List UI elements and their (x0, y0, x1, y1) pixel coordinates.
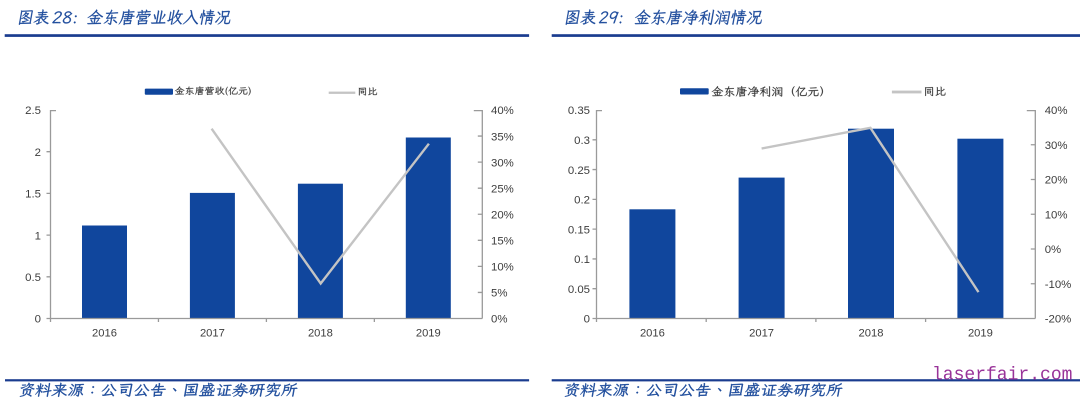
svg-text:40%: 40% (491, 105, 514, 117)
svg-text:2016: 2016 (92, 327, 117, 339)
svg-text:2017: 2017 (749, 327, 774, 339)
svg-text:40%: 40% (1045, 105, 1068, 117)
svg-text:2: 2 (35, 147, 41, 159)
svg-text:1.5: 1.5 (25, 189, 41, 201)
svg-text:35%: 35% (491, 131, 514, 143)
svg-text:15%: 15% (491, 236, 514, 248)
svg-text:2019: 2019 (416, 327, 441, 339)
svg-text:0.1: 0.1 (574, 254, 590, 266)
svg-text:5%: 5% (491, 288, 507, 300)
svg-text:2017: 2017 (200, 327, 225, 339)
svg-text:1: 1 (35, 230, 41, 242)
svg-text:2.5: 2.5 (25, 105, 41, 117)
svg-text:laserfair.com: laserfair.com (932, 366, 1072, 386)
svg-text:2018: 2018 (308, 327, 333, 339)
svg-text:0.15: 0.15 (568, 224, 590, 236)
svg-text:2016: 2016 (640, 327, 665, 339)
svg-text:0.3: 0.3 (574, 135, 590, 147)
svg-text:10%: 10% (1045, 209, 1068, 221)
svg-text:0.5: 0.5 (25, 272, 41, 284)
svg-text:25%: 25% (491, 183, 514, 195)
svg-text:0.2: 0.2 (574, 195, 590, 207)
svg-text:0%: 0% (1045, 244, 1061, 256)
svg-text:30%: 30% (1045, 140, 1068, 152)
svg-text:0.35: 0.35 (568, 105, 590, 117)
svg-text:-10%: -10% (1045, 279, 1072, 291)
svg-text:2018: 2018 (859, 327, 884, 339)
svg-text:0.25: 0.25 (568, 165, 590, 177)
svg-text:0.05: 0.05 (568, 284, 590, 296)
svg-text:0%: 0% (491, 314, 507, 326)
svg-text:2019: 2019 (968, 327, 993, 339)
svg-text:0: 0 (584, 314, 590, 326)
svg-text:0: 0 (35, 314, 41, 326)
svg-text:20%: 20% (491, 209, 514, 221)
svg-text:10%: 10% (491, 262, 514, 274)
svg-text:20%: 20% (1045, 175, 1068, 187)
svg-text:-20%: -20% (1045, 314, 1072, 326)
svg-text:30%: 30% (491, 157, 514, 169)
